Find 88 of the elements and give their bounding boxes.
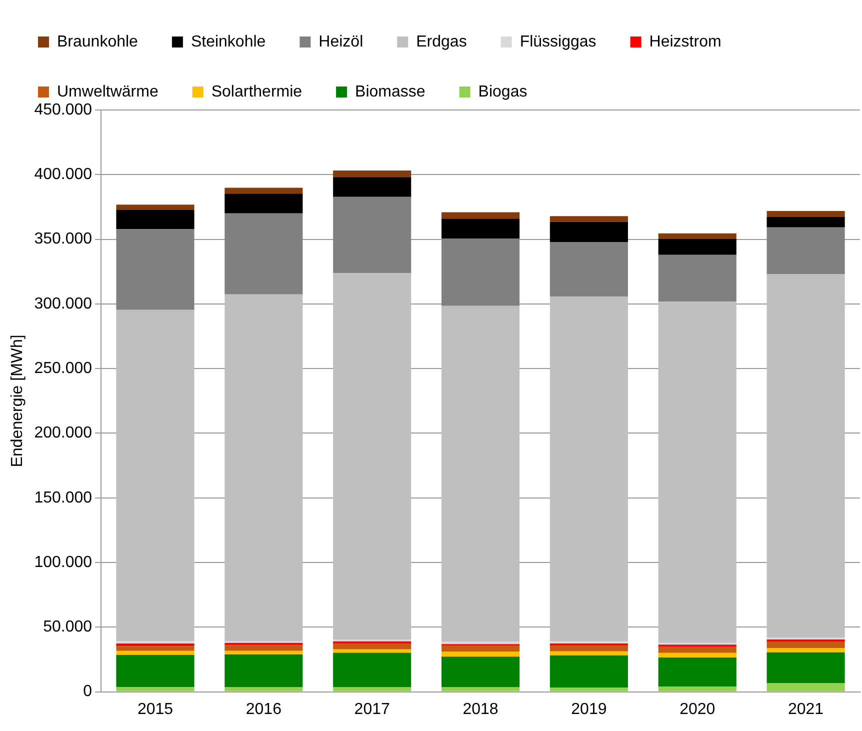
bar [333,644,412,650]
bar [550,655,628,688]
bar [116,650,194,655]
bar [766,227,845,274]
bar [550,646,628,652]
y-tick-label: 200.000 [34,424,92,442]
bar [766,639,845,642]
legend-label: Heizöl [318,33,364,50]
bar [441,218,520,239]
x-tick-label: 2021 [788,700,824,718]
y-tick-label: 0 [83,683,92,700]
bar [766,216,845,228]
bar [550,651,628,656]
bar [441,687,520,692]
bar [116,646,194,651]
x-tick-label: 2015 [137,700,174,718]
legend-label: Steinkohle [190,33,266,50]
bar [658,239,736,255]
bar [333,196,412,274]
bar [766,652,845,684]
bar [658,652,736,658]
bar [658,302,736,643]
bar [766,683,845,692]
x-tick-label: 2016 [246,700,282,718]
bar [766,648,845,652]
bar [658,686,736,692]
bar [441,212,520,219]
legend-label: Erdgas [416,33,467,50]
bar [224,650,303,654]
bar [658,233,736,240]
x-tick-label: 2019 [571,700,607,718]
y-tick-label: 450.000 [34,101,92,118]
bar [550,688,628,692]
legend-label: Biomasse [355,83,426,100]
bar [116,310,194,642]
bar [766,210,845,217]
x-tick-label: 2018 [462,700,498,718]
bar [441,656,520,688]
bar [333,649,412,653]
bar [224,294,303,641]
x-tick-label: 2017 [354,700,390,718]
y-tick-label: 350.000 [34,230,92,248]
bar [550,216,628,222]
bar [224,188,303,194]
bar [333,177,412,197]
bar [116,210,194,230]
bar [224,194,303,214]
bar [441,646,520,652]
legend-label: Flüssiggas [520,33,596,50]
bar [224,654,303,688]
bar [116,654,194,688]
bar [116,229,194,310]
bar [224,645,303,651]
bar [333,687,412,692]
legend-label: Solarthermie [211,83,302,100]
bar [658,646,736,653]
bar [333,652,412,688]
y-tick-label: 250.000 [34,360,92,377]
bar [550,242,628,297]
bar [658,254,736,302]
bar [224,213,303,294]
bar [441,238,520,306]
bar [441,306,520,642]
bar [116,643,194,646]
bar [333,273,412,640]
x-tick-label: 2020 [680,700,716,718]
y-tick-label: 300.000 [34,295,92,312]
y-tick-label: 400.000 [34,166,92,184]
bar [441,652,520,657]
y-axis-title: Endenergie [MWh] [9,334,26,468]
bar [333,170,412,178]
y-tick-label: 100.000 [34,554,92,571]
legend-label: Braunkohle [57,33,138,50]
bar [550,222,628,242]
bar [116,204,194,210]
bar [658,658,736,687]
bar [224,687,303,692]
y-tick-label: 150.000 [34,489,92,506]
legend-label: Umweltwärme [57,83,158,100]
legend-label: Biogas [478,83,528,100]
bar [224,642,303,646]
bar [550,643,628,646]
bar [550,296,628,642]
bar [766,642,845,648]
bar [116,687,194,692]
bar [766,274,845,638]
legend-label: Heizstrom [649,33,722,50]
y-tick-label: 50.000 [43,618,92,636]
